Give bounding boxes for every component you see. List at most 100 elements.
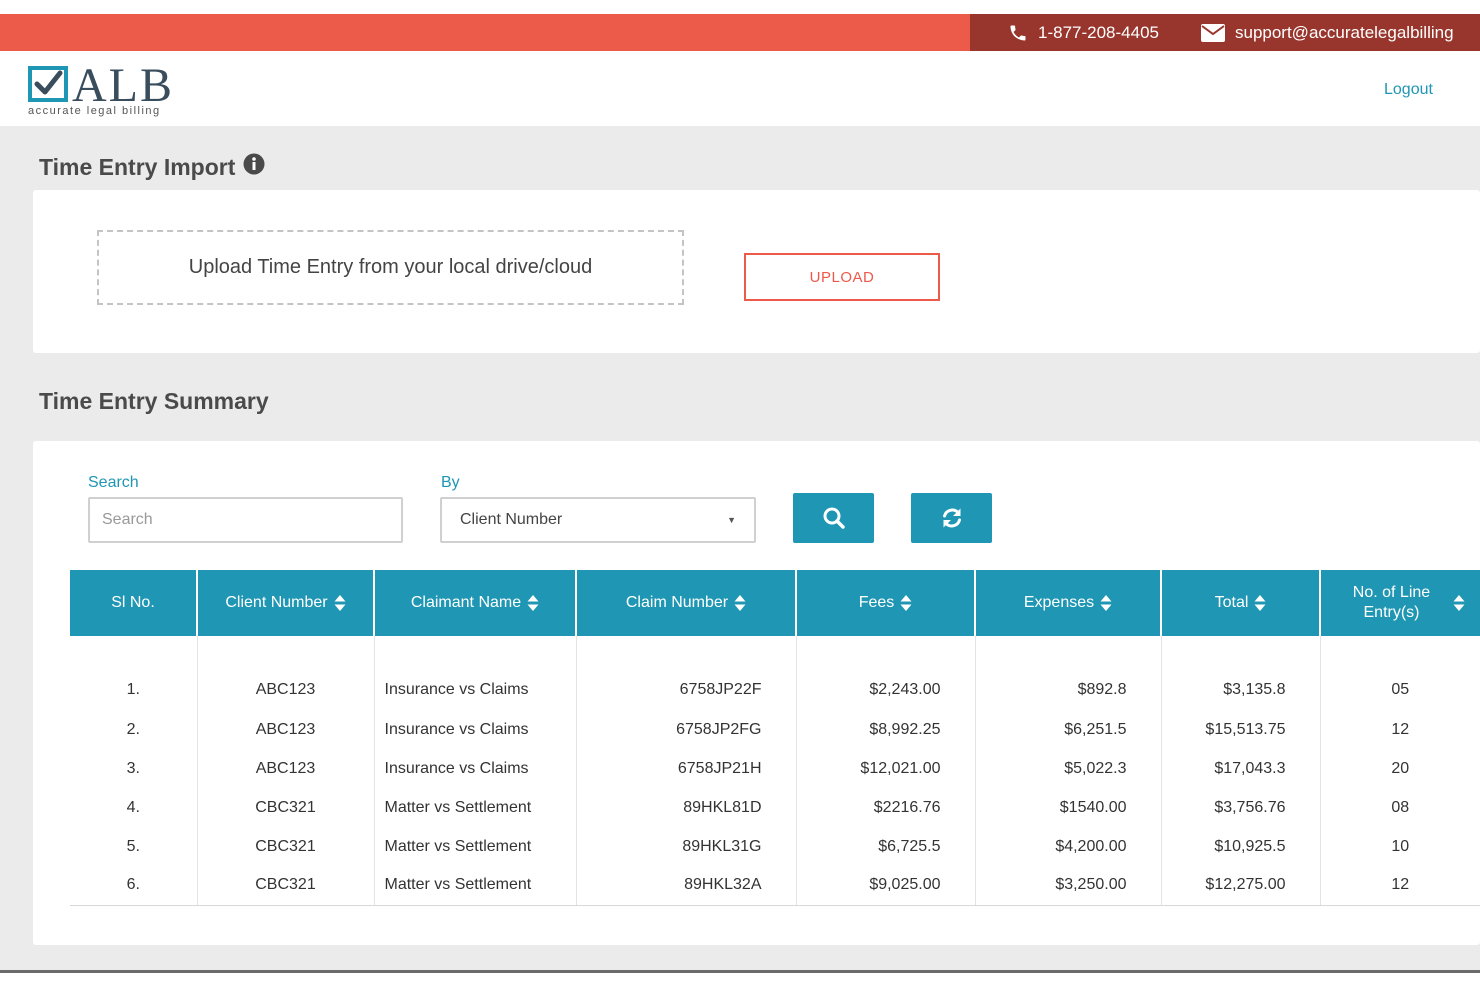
col-header-total[interactable]: Total — [1161, 570, 1321, 636]
summary-section-title: Time Entry Summary — [39, 388, 269, 415]
search-button[interactable] — [793, 493, 874, 543]
cell-claim-number: 6758JP2FG — [576, 710, 797, 749]
cell-client-number: CBC321 — [197, 827, 375, 866]
table-row[interactable]: 6. CBC321 Matter vs Settlement 89HKL32A … — [70, 866, 1480, 906]
cell-sl-no: 4. — [70, 788, 198, 827]
cell-total: $3,135.8 — [1161, 636, 1321, 710]
upload-dropzone[interactable]: Upload Time Entry from your local drive/… — [97, 230, 684, 305]
cell-line-entries: 10 — [1391, 837, 1410, 855]
cell-fees: $2,243.00 — [796, 636, 976, 710]
logout-link[interactable]: Logout — [1384, 81, 1433, 98]
search-icon — [823, 507, 845, 529]
sort-icon — [527, 595, 539, 611]
cell-claim-number: 6758JP22F — [576, 636, 797, 710]
cell-claim-number: 89HKL32A — [576, 866, 797, 906]
cell-line-entries: 20 — [1391, 759, 1410, 777]
cell-line-entries: 12 — [1320, 866, 1480, 906]
cell-expenses: $5,022.3 — [975, 749, 1162, 788]
search-input[interactable] — [88, 497, 403, 543]
table-header-row: Sl No. Client Number Claimant Name Claim… — [70, 570, 1480, 636]
cell-fees: $12,021.00 — [796, 749, 976, 788]
cell-total: $17,043.3 — [1161, 749, 1321, 788]
logo-tagline: accurate legal billing — [28, 105, 161, 117]
info-icon[interactable] — [243, 153, 265, 181]
sort-icon — [900, 595, 912, 611]
table-row[interactable]: 2. ABC123 Insurance vs Claims 6758JP2FG … — [70, 710, 1480, 749]
cell-claim-number: 89HKL81D — [576, 788, 797, 827]
by-select[interactable]: Client Number ▼ — [440, 497, 756, 543]
phone-contact[interactable]: 1-877-208-4405 — [1008, 23, 1159, 43]
col-header-expenses[interactable]: Expenses — [975, 570, 1162, 636]
cell-total: $10,925.5 — [1161, 827, 1321, 866]
summary-title-text: Time Entry Summary — [39, 388, 269, 414]
cell-client-number: ABC123 — [197, 749, 375, 788]
import-card: Upload Time Entry from your local drive/… — [33, 190, 1480, 353]
cell-line-entries: 08 — [1391, 798, 1410, 816]
cell-client-number: CBC321 — [197, 788, 375, 827]
upload-button[interactable]: UPLOAD — [744, 253, 940, 301]
sort-icon — [734, 595, 746, 611]
cell-client-number: CBC321 — [197, 866, 375, 906]
col-header-fees[interactable]: Fees — [796, 570, 976, 636]
cell-client-number: ABC123 — [197, 636, 375, 710]
by-label: By — [441, 474, 460, 491]
cell-claimant-name: Matter vs Settlement — [374, 827, 577, 866]
cell-claim-number: 6758JP21H — [576, 749, 797, 788]
col-header-client-number[interactable]: Client Number — [197, 570, 375, 636]
cell-sl-no: 5. — [70, 827, 198, 866]
table-row[interactable]: 3. ABC123 Insurance vs Claims 6758JP21H … — [70, 749, 1480, 788]
cell-line-entries: 05 — [1391, 681, 1410, 698]
col-header-line-entries[interactable]: No. of Line Entry(s) — [1320, 570, 1480, 636]
sort-icon — [1254, 595, 1266, 611]
site-header: ALB accurate legal billing Logout — [0, 51, 1480, 126]
import-title-text: Time Entry Import — [39, 153, 236, 180]
cell-total: $3,756.76 — [1161, 788, 1321, 827]
alb-logo[interactable]: ALB accurate legal billing — [28, 59, 188, 120]
phone-icon — [1010, 25, 1026, 40]
table-row[interactable]: 4. CBC321 Matter vs Settlement 89HKL81D … — [70, 788, 1480, 827]
cell-expenses: $6,251.5 — [975, 710, 1162, 749]
cell-sl-no: 3. — [70, 749, 198, 788]
email-contact[interactable]: support@accuratelegalbilling — [1200, 22, 1454, 43]
envelope-icon — [1200, 23, 1225, 42]
top-contact-bar: 1-877-208-4405 support@accuratelegalbill… — [0, 14, 1480, 51]
cell-expenses: $892.8 — [975, 636, 1162, 710]
cell-expenses: $1540.00 — [975, 788, 1162, 827]
refresh-button[interactable] — [911, 493, 992, 543]
cell-fees: $2216.76 — [796, 788, 976, 827]
cell-claimant-name: Matter vs Settlement — [374, 788, 577, 827]
logo-letters: ALB — [72, 59, 174, 112]
by-selected-value: Client Number — [460, 511, 563, 528]
phone-number: 1-877-208-4405 — [1038, 22, 1159, 42]
search-label: Search — [88, 474, 139, 491]
cell-fees: $9,025.00 — [796, 866, 976, 906]
import-section-title: Time Entry Import — [39, 153, 265, 181]
sort-icon — [334, 595, 346, 611]
table-row[interactable]: 1. ABC123 Insurance vs Claims 6758JP22F … — [70, 636, 1480, 710]
caret-down-icon: ▼ — [727, 515, 736, 525]
time-entry-table: Sl No. Client Number Claimant Name Claim… — [70, 570, 1480, 906]
col-header-claimant-name[interactable]: Claimant Name — [374, 570, 577, 636]
cell-sl-no: 2. — [70, 710, 198, 749]
cell-sl-no: 1. — [70, 636, 198, 710]
cell-client-number: ABC123 — [197, 710, 375, 749]
contact-info: 1-877-208-4405 support@accuratelegalbill… — [970, 14, 1480, 51]
sort-icon — [1100, 595, 1112, 611]
dropzone-text: Upload Time Entry from your local drive/… — [188, 256, 593, 278]
cell-claimant-name: Insurance vs Claims — [374, 749, 577, 788]
checkbox-logo-icon — [28, 66, 68, 102]
col-header-claim-number[interactable]: Claim Number — [576, 570, 797, 636]
refresh-icon — [942, 508, 961, 528]
cell-line-entries: 12 — [1391, 720, 1410, 738]
cell-fees: $6,725.5 — [796, 827, 976, 866]
col-header-sl-no: Sl No. — [70, 570, 198, 636]
cell-fees: $8,992.25 — [796, 710, 976, 749]
table-row[interactable]: 5. CBC321 Matter vs Settlement 89HKL31G … — [70, 827, 1480, 866]
main-content: Time Entry Import Upload Time Entry from… — [0, 126, 1480, 971]
cell-expenses: $3,250.00 — [975, 866, 1162, 906]
summary-card: Search By Client Number ▼ Sl — [33, 441, 1480, 945]
cell-claimant-name: Matter vs Settlement — [374, 866, 577, 906]
sort-icon — [1453, 595, 1464, 611]
support-email: support@accuratelegalbilling — [1234, 22, 1454, 42]
cell-total: $15,513.75 — [1161, 710, 1321, 749]
